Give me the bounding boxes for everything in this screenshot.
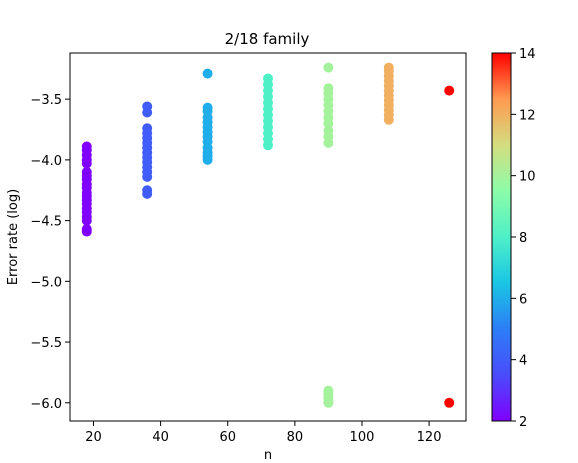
colorbar-tick-label: 12: [519, 108, 536, 123]
plot-frame: [69, 52, 467, 422]
y-tick-label: −4.5: [30, 215, 62, 230]
data-point: [444, 397, 455, 408]
data-point: [383, 114, 394, 125]
data-point: [323, 62, 334, 73]
y-tick-label: −3.5: [30, 93, 62, 108]
y-axis-label: Error rate (log): [6, 189, 21, 285]
x-tick-label: 100: [350, 430, 375, 445]
data-point: [142, 107, 153, 118]
x-tick-label: 60: [219, 430, 236, 445]
y-axis-ticks: −6.0 −5.5 −5.0 −4.5 −4.0 −3.5: [30, 93, 70, 412]
x-tick-label: 20: [85, 430, 102, 445]
y-tick-label: −5.0: [30, 275, 62, 290]
data-point: [81, 158, 92, 169]
colorbar-tick-label: 14: [519, 47, 536, 62]
y-tick-label: −4.0: [30, 154, 62, 169]
data-point: [202, 68, 213, 79]
x-axis-ticks: 20 40 60 80 100 120: [85, 421, 441, 445]
data-point: [202, 154, 213, 165]
colorbar-ticks: 2 4 6 8 10 12 14: [511, 47, 536, 430]
colorbar: [491, 52, 512, 422]
data-point: [444, 85, 455, 96]
colorbar-tick-label: 10: [519, 170, 536, 185]
points-layer: [81, 62, 455, 408]
colorbar-tick-label: 6: [519, 292, 527, 307]
data-point: [81, 215, 92, 226]
data-point: [81, 226, 92, 237]
x-tick-label: 120: [417, 430, 442, 445]
data-point: [142, 188, 153, 199]
x-axis-label: n: [264, 448, 272, 463]
x-tick-label: 80: [287, 430, 304, 445]
data-point: [323, 137, 334, 148]
data-point: [323, 118, 334, 129]
colorbar-tick-label: 2: [519, 415, 527, 430]
colorbar-tick-label: 4: [519, 354, 527, 369]
x-tick-label: 40: [152, 430, 169, 445]
colorbar-tick-label: 8: [519, 231, 527, 246]
data-point: [323, 397, 334, 408]
data-point: [263, 140, 273, 151]
y-tick-label: −6.0: [30, 397, 62, 412]
chart-title: 2/18 family: [225, 30, 310, 48]
y-tick-label: −5.5: [30, 336, 62, 351]
data-point: [142, 171, 153, 182]
